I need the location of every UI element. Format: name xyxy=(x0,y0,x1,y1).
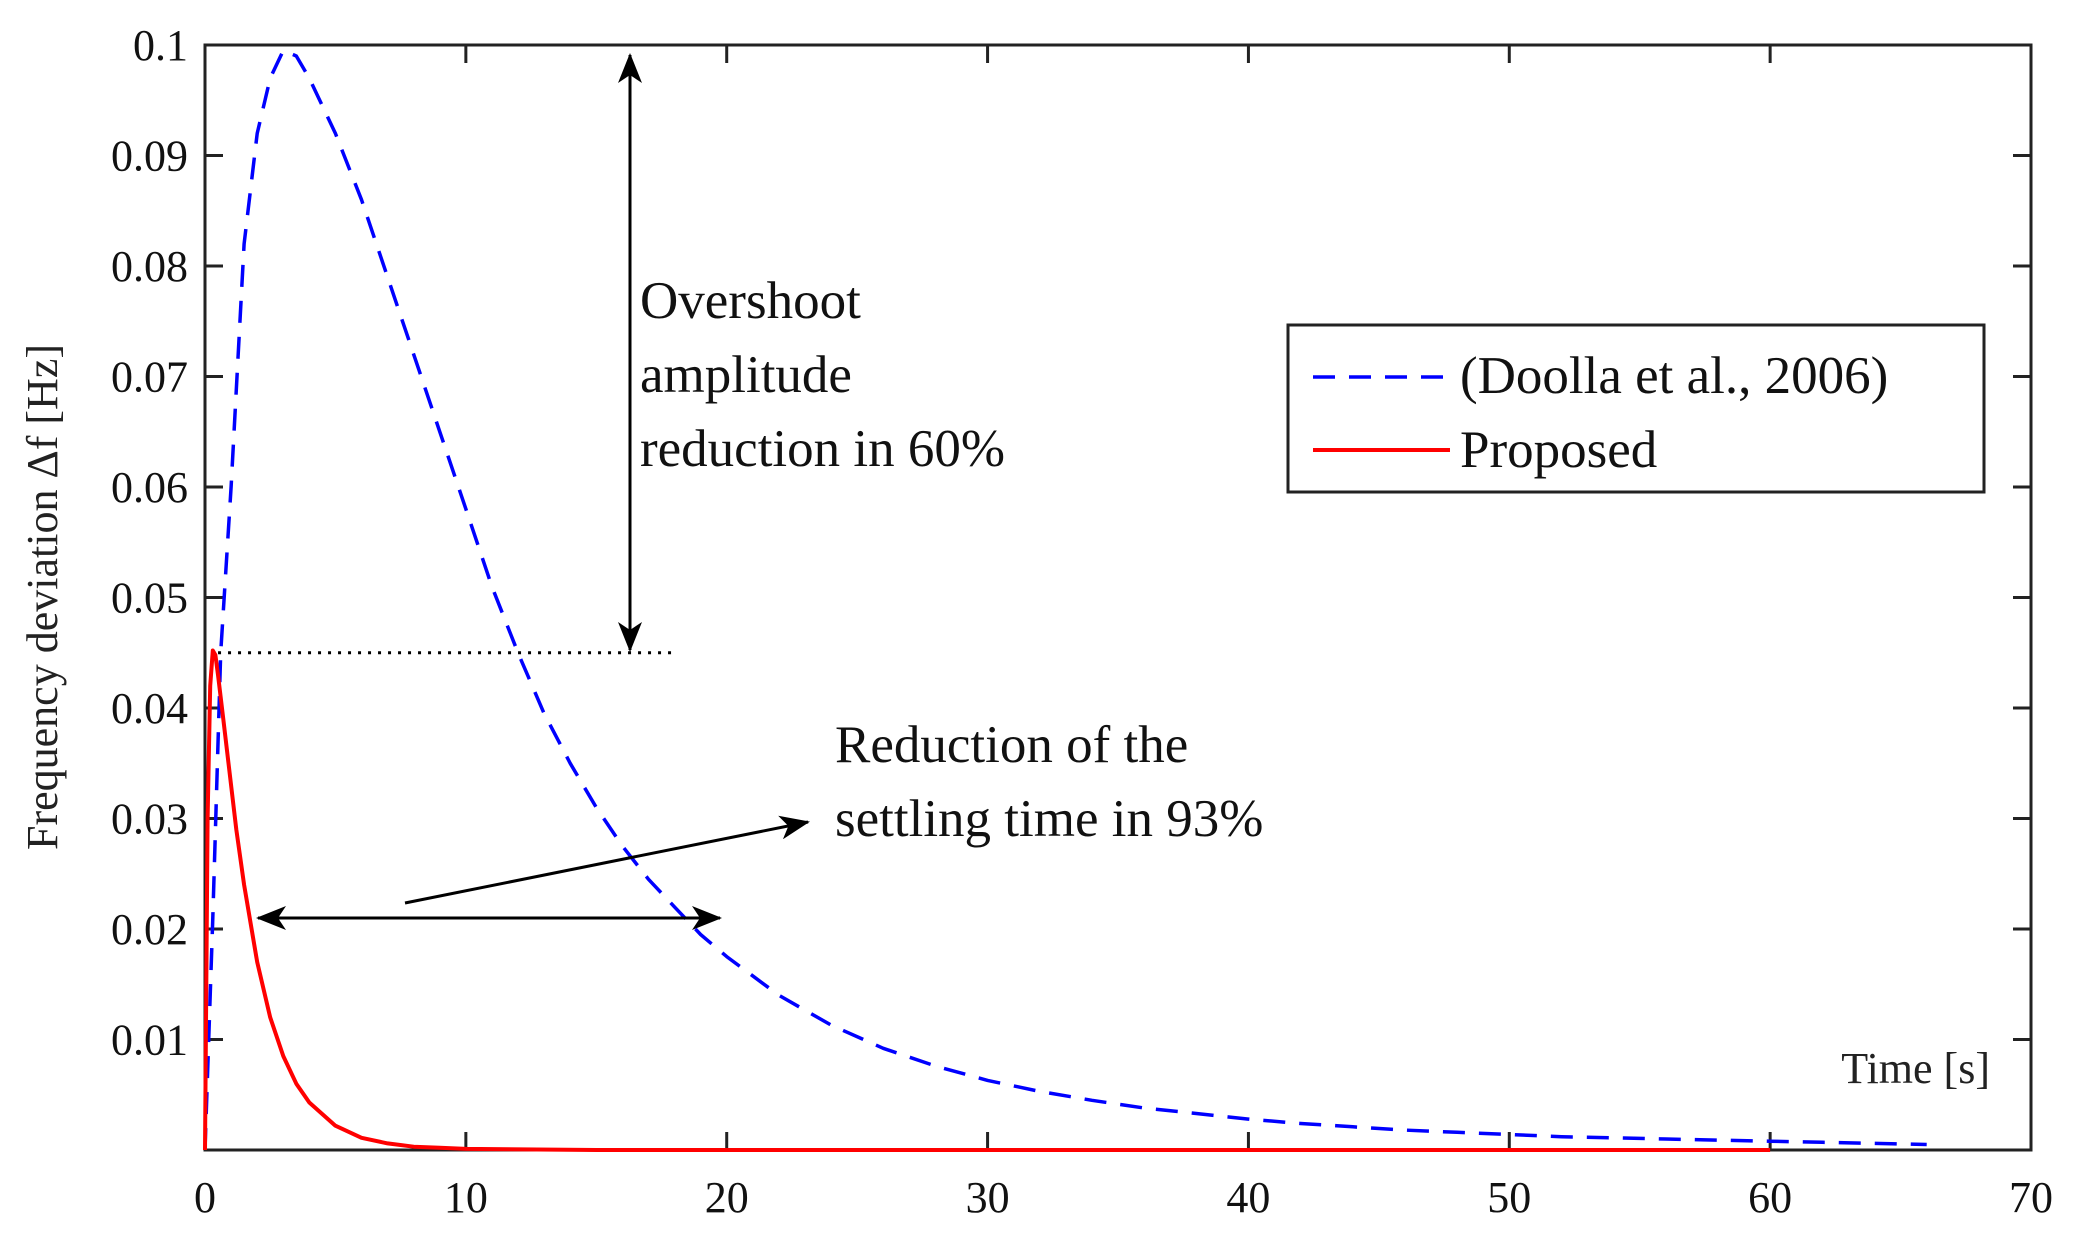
series-line-proposed xyxy=(203,648,1771,1152)
y-tick-label: 0.06 xyxy=(111,463,188,512)
overshoot-annotation-line-1: Overshoot xyxy=(640,272,861,330)
y-tick-labels: 0.01 0.02 0.03 0.04 0.05 0.06 0.07 0.08 0.09 0.1 xyxy=(111,21,188,1065)
legend-label-proposed: Proposed xyxy=(1460,421,1657,479)
legend: (Doolla et al., 2006) Proposed xyxy=(1286,323,1986,494)
y-tick-label: 0.01 xyxy=(111,1016,188,1065)
settling-annotation-line-1: Reduction of the xyxy=(835,716,1188,774)
x-tick-label: 10 xyxy=(444,1173,488,1222)
tick-marks xyxy=(203,43,2033,1150)
overshoot-annotation-line-2: amplitude xyxy=(640,346,852,404)
x-tick-label: 20 xyxy=(705,1173,749,1222)
y-tick-label: 0.05 xyxy=(111,574,188,623)
series-line-doolla xyxy=(203,48,1927,1151)
x-tick-label: 0 xyxy=(194,1173,216,1222)
legend-label-doolla: (Doolla et al., 2006) xyxy=(1460,347,1888,405)
y-tick-label: 0.1 xyxy=(133,21,188,70)
legend-box xyxy=(1286,323,1986,494)
y-tick-label: 0.09 xyxy=(111,132,188,181)
y-axis-title: Frequency deviation Δf [Hz] xyxy=(18,344,67,850)
x-tick-labels: 0 10 20 30 40 50 60 70 xyxy=(194,1173,2053,1222)
y-tick-label: 0.02 xyxy=(111,905,188,954)
y-tick-label: 0.08 xyxy=(111,242,188,291)
x-tick-label: 50 xyxy=(1487,1173,1531,1222)
plot-area xyxy=(203,43,2033,1152)
x-axis-title: Time [s] xyxy=(1841,1044,1990,1093)
settling-pointer-arrow xyxy=(404,815,810,905)
y-tick-label: 0.03 xyxy=(111,795,188,844)
y-tick-label: 0.07 xyxy=(111,353,188,402)
y-tick-label: 0.04 xyxy=(111,684,188,733)
x-tick-label: 60 xyxy=(1748,1173,1792,1222)
x-tick-label: 40 xyxy=(1226,1173,1270,1222)
x-tick-label: 30 xyxy=(966,1173,1010,1222)
overshoot-annotation-line-3: reduction in 60% xyxy=(640,420,1005,478)
settling-annotation-line-2: settling time in 93% xyxy=(835,790,1263,848)
x-tick-label: 70 xyxy=(2009,1173,2053,1222)
series-layer xyxy=(203,48,1927,1152)
